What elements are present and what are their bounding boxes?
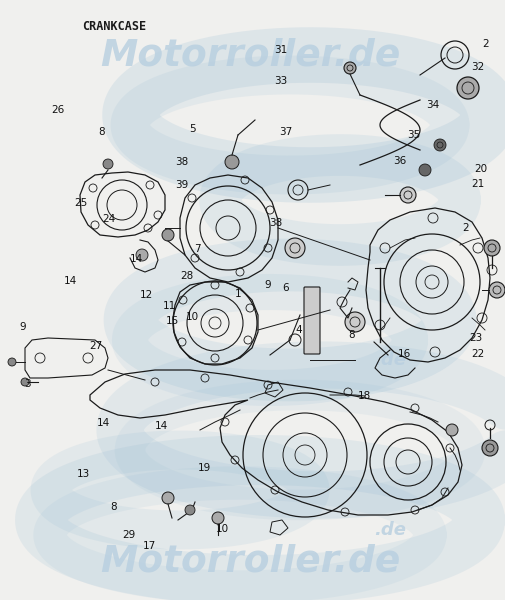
Circle shape — [8, 358, 16, 366]
Text: 25: 25 — [74, 198, 87, 208]
Text: 39: 39 — [175, 180, 188, 190]
Text: 28: 28 — [180, 271, 193, 281]
Circle shape — [344, 312, 364, 332]
Circle shape — [343, 62, 356, 74]
Text: 1: 1 — [234, 289, 241, 299]
Text: 7: 7 — [193, 244, 200, 254]
Text: 16: 16 — [397, 349, 411, 359]
Text: Motorroller.de: Motorroller.de — [99, 37, 399, 73]
Text: 26: 26 — [52, 105, 65, 115]
Circle shape — [185, 505, 194, 515]
Text: 21: 21 — [471, 179, 484, 188]
Text: 24: 24 — [102, 214, 115, 224]
Text: 8: 8 — [97, 127, 105, 137]
Text: 15: 15 — [165, 316, 178, 326]
Text: 8: 8 — [110, 502, 117, 512]
Text: 2: 2 — [481, 39, 488, 49]
Circle shape — [418, 164, 430, 176]
Text: Motorroller.de: Motorroller.de — [99, 544, 399, 580]
Text: 8: 8 — [347, 330, 355, 340]
Text: .de: .de — [373, 521, 405, 539]
Text: 23: 23 — [468, 333, 481, 343]
Text: 14: 14 — [97, 418, 110, 428]
Text: 12: 12 — [140, 290, 153, 300]
Text: 36: 36 — [392, 156, 406, 166]
Text: 14: 14 — [155, 421, 168, 431]
Text: 14: 14 — [64, 276, 77, 286]
Text: 14: 14 — [130, 254, 143, 264]
Text: CRANKCASE: CRANKCASE — [82, 20, 146, 33]
Text: 27: 27 — [89, 341, 103, 351]
Text: 2: 2 — [461, 223, 468, 233]
Text: 17: 17 — [142, 541, 156, 551]
Text: 3: 3 — [24, 379, 31, 389]
Circle shape — [483, 240, 499, 256]
Text: 9: 9 — [264, 280, 271, 290]
Circle shape — [21, 378, 29, 386]
Text: 37: 37 — [279, 127, 292, 137]
Text: 9: 9 — [19, 322, 26, 332]
Text: 38: 38 — [175, 157, 188, 167]
FancyBboxPatch shape — [304, 287, 319, 354]
Text: 4: 4 — [294, 325, 301, 335]
Text: 33: 33 — [274, 76, 287, 86]
Text: 38: 38 — [269, 218, 282, 228]
Text: 29: 29 — [122, 530, 135, 540]
Circle shape — [162, 229, 174, 241]
Circle shape — [399, 187, 415, 203]
Circle shape — [284, 238, 305, 258]
Text: 6: 6 — [282, 283, 289, 293]
Circle shape — [212, 512, 224, 524]
Text: 20: 20 — [473, 164, 486, 174]
Text: 5: 5 — [188, 124, 195, 134]
Circle shape — [433, 139, 445, 151]
Text: 19: 19 — [198, 463, 211, 473]
Circle shape — [488, 282, 504, 298]
Text: 13: 13 — [77, 469, 90, 479]
Text: 31: 31 — [274, 45, 287, 55]
Circle shape — [162, 492, 174, 504]
Circle shape — [103, 159, 113, 169]
Circle shape — [481, 440, 497, 456]
Text: 34: 34 — [425, 100, 438, 110]
Circle shape — [445, 424, 457, 436]
Text: 10: 10 — [216, 524, 229, 534]
Text: 22: 22 — [471, 349, 484, 359]
Text: 18: 18 — [357, 391, 370, 401]
Circle shape — [225, 155, 238, 169]
Circle shape — [136, 249, 147, 261]
Text: 10: 10 — [185, 312, 198, 322]
Text: 35: 35 — [407, 130, 420, 140]
Text: .de: .de — [373, 351, 405, 369]
Circle shape — [456, 77, 478, 99]
Text: 11: 11 — [163, 301, 176, 311]
Text: 32: 32 — [471, 62, 484, 72]
